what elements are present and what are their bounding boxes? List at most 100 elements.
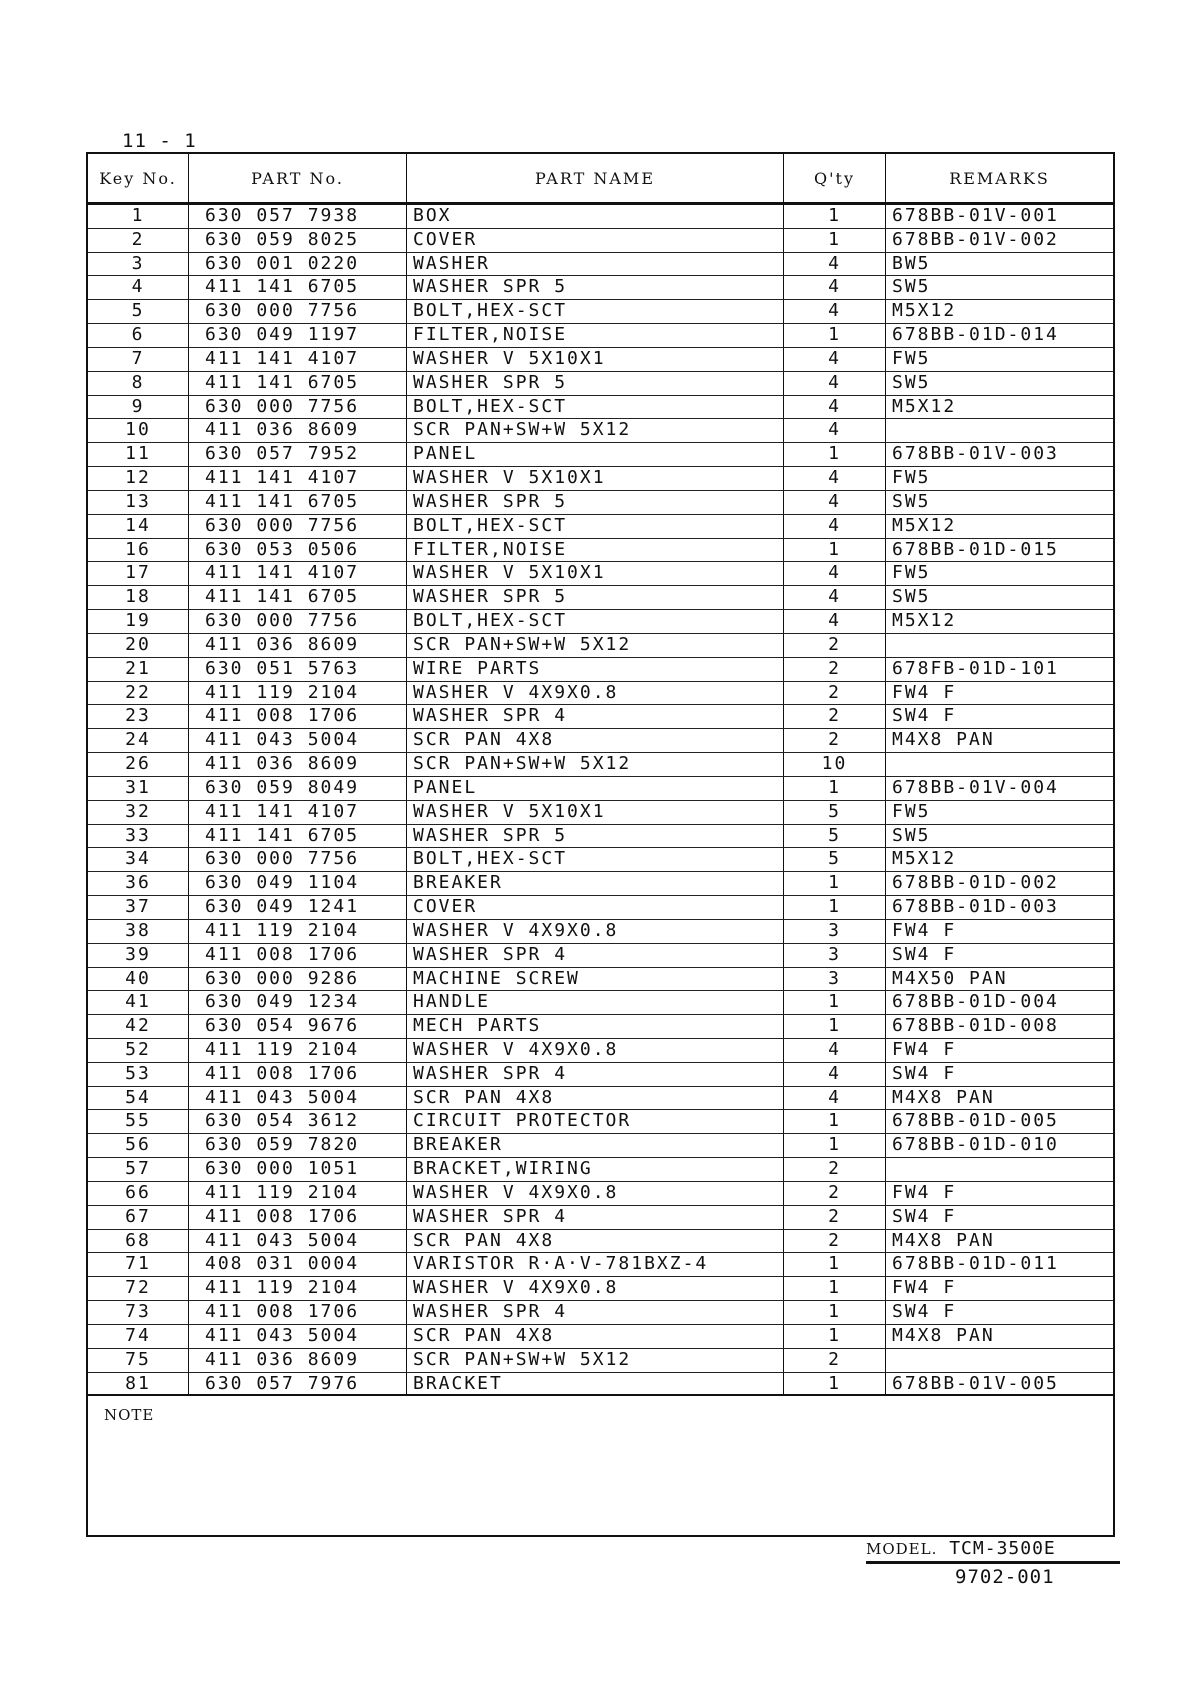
cell-remarks: FW4 F <box>892 1277 957 1299</box>
cell-qty: 2 <box>784 1181 886 1205</box>
cell-qty: 4 <box>784 1062 886 1086</box>
cell-remarks: SW4 F <box>892 1062 957 1084</box>
cell-part-name: WASHER SPR 4 <box>407 943 784 967</box>
cell-part-no: 630 049 1241 <box>189 896 407 919</box>
cell-part-name: SCR PAN+SW+W 5X12 <box>407 1348 784 1372</box>
cell-part-no: 411 141 6705 <box>189 276 407 300</box>
cell-part-no: 630 057 7938 <box>189 205 407 228</box>
cell-part-no: 411 036 8609 <box>189 753 407 776</box>
cell-remarks: SW5 <box>892 586 931 608</box>
cell-qty: 5 <box>784 800 886 824</box>
cell-part-no: 411 008 1706 <box>189 1062 407 1086</box>
cell-qty: 2 <box>784 657 886 681</box>
cell-part-name: BOLT,HEX-SCT <box>407 610 784 633</box>
cell-qty: 1 <box>784 205 886 228</box>
table-row: 20 411 036 8609 SCR PAN+SW+W 5X12 2 <box>88 633 1113 658</box>
cell-remarks: SW5 <box>892 824 931 846</box>
table-row: 56 630 059 7820 BREAKER 1 678BB-01D-010 <box>88 1134 1113 1159</box>
cell-remarks: 678BB-01D-011 <box>892 1253 1059 1275</box>
cell-part-name: WASHER SPR 5 <box>407 371 784 395</box>
cell-key-no: 20 <box>88 633 189 657</box>
cell-remarks: M4X8 PAN <box>892 1324 995 1346</box>
cell-part-name: WASHER V 4X9X0.8 <box>407 1038 784 1062</box>
table-row: 66 411 119 2104 WASHER V 4X9X0.8 2 FW4 F <box>88 1181 1113 1206</box>
table-row: 54 411 043 5004 SCR PAN 4X8 4 M4X8 PAN <box>88 1086 1113 1111</box>
cell-key-no: 2 <box>88 228 189 252</box>
cell-remarks <box>886 753 1113 776</box>
cell-qty: 1 <box>784 1372 886 1395</box>
cell-key-no: 81 <box>88 1372 189 1395</box>
cell-key-no: 37 <box>88 896 189 919</box>
table-row: 31 630 059 8049 PANEL 1 678BB-01V-004 <box>88 776 1113 801</box>
cell-qty: 1 <box>784 872 886 896</box>
cell-remarks: M4X8 PAN <box>892 729 995 751</box>
cell-part-name: WASHER <box>407 252 784 276</box>
cell-key-no: 26 <box>88 753 189 776</box>
table-row: 53 411 008 1706 WASHER SPR 4 4 SW4 F <box>88 1062 1113 1087</box>
cell-part-name: SCR PAN 4X8 <box>407 729 784 753</box>
cell-key-no: 4 <box>88 276 189 300</box>
cell-qty: 4 <box>784 395 886 419</box>
cell-part-no: 411 141 6705 <box>189 371 407 395</box>
cell-part-no: 411 008 1706 <box>189 705 407 729</box>
cell-qty: 1 <box>784 776 886 800</box>
cell-part-name: WASHER SPR 4 <box>407 1301 784 1324</box>
cell-part-name: VARISTOR R·A·V-781BXZ-4 <box>407 1253 784 1277</box>
cell-part-no: 411 141 4107 <box>189 347 407 371</box>
cell-remarks: 678BB-01V-005 <box>892 1372 1059 1394</box>
table-row: 1 630 057 7938 BOX 1 678BB-01V-001 <box>88 205 1113 229</box>
cell-remarks <box>886 1158 1113 1181</box>
cell-remarks: 678FB-01D-101 <box>892 657 1059 679</box>
cell-part-name: PANEL <box>407 443 784 467</box>
cell-qty: 1 <box>784 443 886 467</box>
cell-qty: 10 <box>784 753 886 776</box>
cell-qty: 4 <box>784 467 886 490</box>
cell-remarks: SW5 <box>892 276 931 298</box>
cell-remarks: SW4 F <box>892 1301 957 1323</box>
cell-part-name: MECH PARTS <box>407 1015 784 1038</box>
table-row: 36 630 049 1104 BREAKER 1 678BB-01D-002 <box>88 872 1113 897</box>
cell-key-no: 36 <box>88 872 189 896</box>
cell-part-name: WASHER V 5X10X1 <box>407 562 784 586</box>
cell-remarks: M5X12 <box>892 300 957 322</box>
cell-key-no: 34 <box>88 848 189 872</box>
table-row: 26 411 036 8609 SCR PAN+SW+W 5X12 10 <box>88 753 1113 777</box>
cell-remarks: 678BB-01D-003 <box>892 896 1059 918</box>
table-row: 11 630 057 7952 PANEL 1 678BB-01V-003 <box>88 443 1113 468</box>
cell-remarks: SW4 F <box>892 705 957 727</box>
cell-part-name: WASHER SPR 4 <box>407 1205 784 1229</box>
cell-remarks: SW5 <box>892 371 931 393</box>
cell-part-no: 411 043 5004 <box>189 1229 407 1253</box>
cell-part-no: 411 141 6705 <box>189 490 407 514</box>
cell-qty: 3 <box>784 967 886 991</box>
cell-qty: 3 <box>784 919 886 943</box>
cell-remarks: FW5 <box>892 800 931 822</box>
cell-key-no: 13 <box>88 490 189 514</box>
parts-list-table: Key No. PART No. PART NAME Q'ty REMARKS … <box>86 152 1115 1538</box>
cell-key-no: 72 <box>88 1277 189 1301</box>
cell-qty: 1 <box>784 1134 886 1158</box>
cell-qty: 2 <box>784 1229 886 1253</box>
cell-part-no: 630 049 1104 <box>189 872 407 896</box>
cell-part-name: SCR PAN+SW+W 5X12 <box>407 633 784 657</box>
table-row: 32 411 141 4107 WASHER V 5X10X1 5 FW5 <box>88 800 1113 825</box>
table-row: 75 411 036 8609 SCR PAN+SW+W 5X12 2 <box>88 1348 1113 1373</box>
cell-qty: 5 <box>784 848 886 872</box>
table-row: 22 411 119 2104 WASHER V 4X9X0.8 2 FW4 F <box>88 681 1113 706</box>
cell-part-name: WASHER SPR 5 <box>407 824 784 848</box>
cell-part-name: SCR PAN 4X8 <box>407 1324 784 1348</box>
table-row: 12 411 141 4107 WASHER V 5X10X1 4 FW5 <box>88 467 1113 491</box>
cell-part-name: BREAKER <box>407 1134 784 1158</box>
table-row: 18 411 141 6705 WASHER SPR 5 4 SW5 <box>88 586 1113 611</box>
cell-part-name: SCR PAN+SW+W 5X12 <box>407 753 784 776</box>
table-row: 6 630 049 1197 FILTER,NOISE 1 678BB-01D-014 <box>88 324 1113 348</box>
cell-part-name: COVER <box>407 228 784 252</box>
cell-key-no: 8 <box>88 371 189 395</box>
cell-part-no: 630 054 3612 <box>189 1110 407 1134</box>
cell-remarks: FW4 F <box>892 681 957 703</box>
cell-remarks: M4X50 PAN <box>892 967 1008 989</box>
cell-key-no: 33 <box>88 824 189 848</box>
table-row: 24 411 043 5004 SCR PAN 4X8 2 M4X8 PAN <box>88 729 1113 754</box>
cell-key-no: 16 <box>88 538 189 562</box>
model-number: TCM-3500E <box>949 1538 1056 1559</box>
